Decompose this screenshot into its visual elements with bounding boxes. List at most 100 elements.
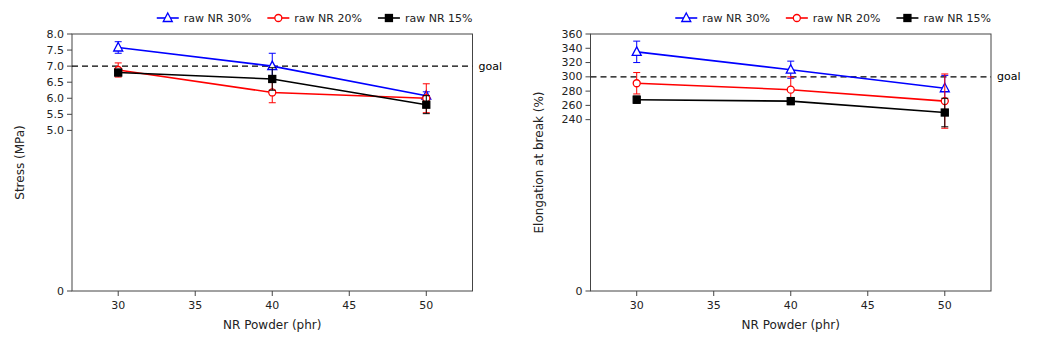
error-bar xyxy=(269,68,276,90)
y-tick xyxy=(586,48,591,49)
y-tick-label: 240 xyxy=(562,113,583,126)
legend-label: raw NR 20% xyxy=(813,12,881,25)
annotation: goal xyxy=(479,60,503,73)
error-bar xyxy=(941,74,948,128)
y-tick-label: 6.0 xyxy=(47,92,65,105)
data-point xyxy=(787,98,794,105)
series xyxy=(115,68,430,114)
panel: 02402602803003203403603035404550NR Powde… xyxy=(532,12,1021,333)
y-tick-label: 0 xyxy=(576,285,583,298)
y-tick xyxy=(586,62,591,63)
error-bar xyxy=(115,42,122,54)
legend-item: raw NR 20% xyxy=(267,12,362,25)
y-tick-label: 300 xyxy=(562,70,583,83)
x-axis-label: NR Powder (phr) xyxy=(742,318,840,332)
y-tick-label: 8.0 xyxy=(47,28,65,41)
legend-label: raw NR 15% xyxy=(405,12,473,25)
legend-item: raw NR 30% xyxy=(675,12,770,25)
y-tick-label: 7.5 xyxy=(47,44,65,57)
legend-marker xyxy=(385,15,392,22)
y-tick-label: 340 xyxy=(562,42,583,55)
x-tick-label: 45 xyxy=(342,299,356,312)
x-tick-label: 30 xyxy=(630,299,644,312)
panel: 05.05.56.06.57.07.58.03035404550NR Powde… xyxy=(13,12,502,333)
plot-frame xyxy=(72,34,473,291)
y-tick-label: 360 xyxy=(562,28,583,41)
x-tick xyxy=(195,291,196,296)
error-bar xyxy=(115,63,122,77)
data-point xyxy=(787,86,794,93)
x-tick xyxy=(867,291,868,296)
x-tick xyxy=(636,291,637,296)
y-tick xyxy=(586,76,591,77)
y-tick xyxy=(586,91,591,92)
data-point xyxy=(114,42,123,51)
legend-item: raw NR 20% xyxy=(786,12,881,25)
x-tick-label: 50 xyxy=(419,299,433,312)
series xyxy=(633,73,948,129)
y-tick-label: 7.0 xyxy=(47,60,65,73)
data-point xyxy=(115,69,122,76)
data-point xyxy=(632,47,641,56)
legend: raw NR 30% raw NR 20% raw NR 15% xyxy=(675,12,991,25)
y-tick xyxy=(67,114,72,115)
y-tick xyxy=(67,50,72,51)
y-tick-label: 0 xyxy=(57,285,64,298)
x-tick-label: 50 xyxy=(938,299,952,312)
data-point xyxy=(941,109,948,116)
x-tick-label: 40 xyxy=(784,299,798,312)
y-tick xyxy=(67,130,72,131)
y-tick xyxy=(67,66,72,67)
legend-item: raw NR 30% xyxy=(157,12,252,25)
y-tick-label: 5.5 xyxy=(47,108,65,121)
legend-label: raw NR 30% xyxy=(184,12,252,25)
y-tick xyxy=(67,291,72,292)
series xyxy=(115,63,430,113)
y-tick-label: 320 xyxy=(562,56,583,69)
data-point xyxy=(423,101,430,108)
x-tick-label: 45 xyxy=(861,299,875,312)
chart-canvas: 05.05.56.06.57.07.58.03035404550NR Powde… xyxy=(0,0,1037,341)
error-bar xyxy=(941,98,948,127)
x-tick-label: 35 xyxy=(188,299,202,312)
y-tick xyxy=(67,98,72,99)
y-tick-label: 280 xyxy=(562,85,583,98)
y-tick xyxy=(67,34,72,35)
legend-marker xyxy=(163,13,172,22)
annotation: goal xyxy=(997,70,1021,83)
data-point xyxy=(786,65,795,74)
y-axis-label: Stress (MPa) xyxy=(13,125,27,199)
x-tick xyxy=(426,291,427,296)
x-axis-label: NR Powder (phr) xyxy=(223,318,321,332)
legend-item: raw NR 15% xyxy=(378,12,473,25)
series xyxy=(114,42,431,100)
y-tick xyxy=(67,82,72,83)
y-tick xyxy=(586,34,591,35)
legend-item: raw NR 15% xyxy=(896,12,991,25)
series xyxy=(632,41,949,101)
error-bar xyxy=(787,98,794,105)
error-bar xyxy=(115,69,122,75)
error-bar xyxy=(423,84,430,113)
legend-marker xyxy=(682,13,691,22)
data-area xyxy=(591,41,992,128)
legend: raw NR 30% raw NR 20% raw NR 15% xyxy=(157,12,473,25)
data-point xyxy=(269,75,276,82)
x-tick-label: 30 xyxy=(111,299,125,312)
legend-label: raw NR 15% xyxy=(923,12,991,25)
series xyxy=(633,96,948,127)
error-bar xyxy=(787,61,794,78)
x-tick xyxy=(944,291,945,296)
x-tick xyxy=(118,291,119,296)
legend-marker xyxy=(793,15,800,22)
plot-frame xyxy=(591,34,992,291)
legend-label: raw NR 20% xyxy=(294,12,362,25)
error-bar xyxy=(633,73,640,94)
y-axis-label: Elongation at break (%) xyxy=(532,91,546,233)
x-tick xyxy=(349,291,350,296)
y-tick xyxy=(586,119,591,120)
legend-marker xyxy=(275,15,282,22)
error-bar xyxy=(423,96,430,114)
series-line xyxy=(118,47,426,95)
y-tick xyxy=(586,291,591,292)
